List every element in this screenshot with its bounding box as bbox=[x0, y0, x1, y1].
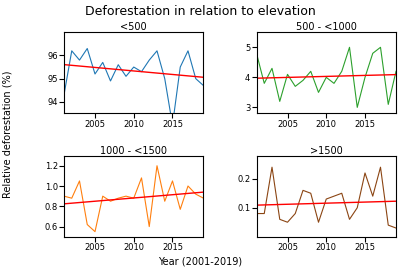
Text: Deforestation in relation to elevation: Deforestation in relation to elevation bbox=[85, 5, 315, 18]
Title: <500: <500 bbox=[120, 22, 147, 32]
Title: 1000 - <1500: 1000 - <1500 bbox=[100, 146, 167, 155]
Text: Relative deforestation (%): Relative deforestation (%) bbox=[2, 71, 12, 198]
Text: Year (2001-2019): Year (2001-2019) bbox=[158, 256, 242, 266]
Title: 500 - <1000: 500 - <1000 bbox=[296, 22, 357, 32]
Title: >1500: >1500 bbox=[310, 146, 343, 155]
